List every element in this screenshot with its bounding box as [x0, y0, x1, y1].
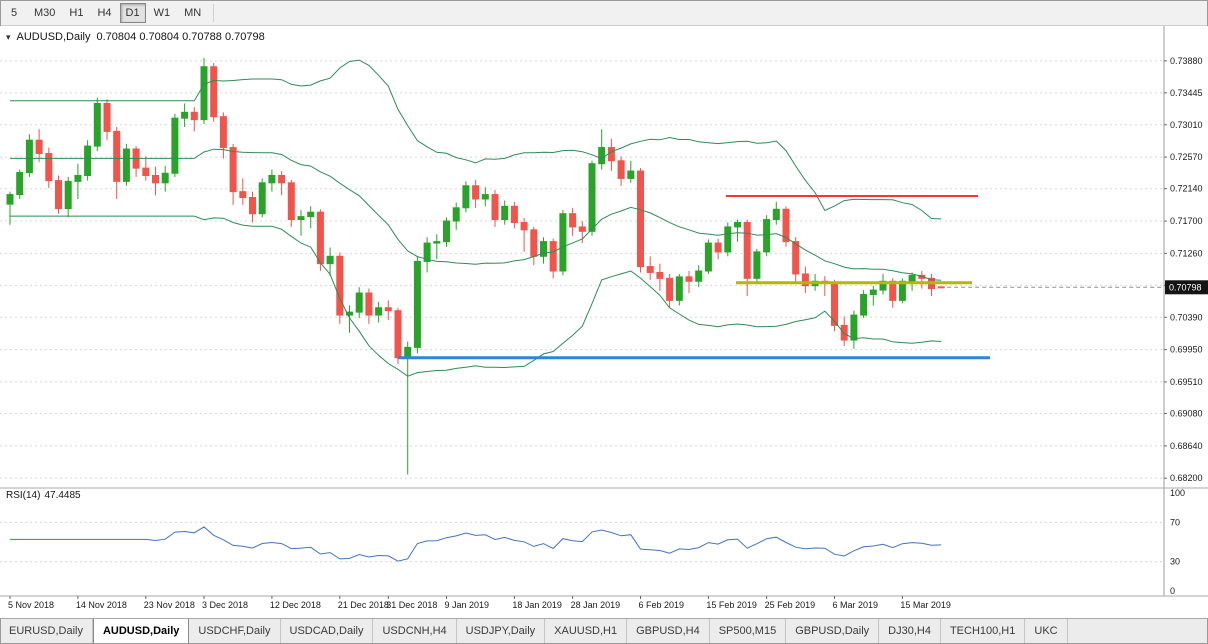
svg-text:0.72570: 0.72570 [1170, 152, 1203, 162]
toolbar-separator [213, 3, 215, 22]
svg-text:14 Nov 2018: 14 Nov 2018 [76, 600, 127, 610]
svg-text:15 Feb 2019: 15 Feb 2019 [706, 600, 757, 610]
svg-text:0.69510: 0.69510 [1170, 377, 1203, 387]
chart-title: ▾ AUDUSD,Daily 0.70804 0.70804 0.70788 0… [6, 31, 265, 43]
current-price-badge: 0.70798 [1165, 280, 1208, 295]
timeframe-m30-button[interactable]: M30 [28, 3, 61, 23]
timeframe-toolbar: 5 M30 H1 H4 D1 W1 MN [0, 0, 1208, 26]
timeframe-d1-button[interactable]: D1 [119, 2, 146, 23]
svg-text:6 Mar 2019: 6 Mar 2019 [833, 600, 879, 610]
svg-text:30: 30 [1170, 557, 1180, 567]
svg-text:3 Dec 2018: 3 Dec 2018 [202, 600, 248, 610]
tab-audusd-daily[interactable]: AUDUSD,Daily [92, 619, 190, 644]
chart-marker-icon: ▾ [6, 31, 11, 42]
grid-layer [0, 60, 1164, 563]
chart-tabs-bar: EURUSD,Daily AUDUSD,Daily USDCHF,Daily U… [0, 618, 1208, 644]
tab-usdcad-daily[interactable]: USDCAD,Daily [281, 619, 374, 644]
svg-text:6 Feb 2019: 6 Feb 2019 [639, 600, 685, 610]
svg-text:100: 100 [1170, 488, 1185, 498]
svg-text:21 Dec 2018: 21 Dec 2018 [338, 600, 389, 610]
time-axis[interactable] [0, 596, 1164, 618]
tab-sp500-m15[interactable]: SP500,M15 [710, 619, 787, 644]
timeframe-mn-button[interactable]: MN [178, 3, 207, 23]
svg-text:0.68200: 0.68200 [1170, 473, 1203, 483]
tab-usdjpy-daily[interactable]: USDJPY,Daily [457, 619, 546, 644]
rsi-indicator-name: RSI(14) [6, 490, 41, 501]
bollinger-layer [10, 59, 942, 377]
svg-text:0.68640: 0.68640 [1170, 441, 1203, 451]
svg-text:0.73010: 0.73010 [1170, 120, 1203, 130]
svg-text:12 Dec 2018: 12 Dec 2018 [270, 600, 321, 610]
svg-text:0.73880: 0.73880 [1170, 56, 1203, 66]
svg-text:23 Nov 2018: 23 Nov 2018 [144, 600, 195, 610]
tab-tech100-h1[interactable]: TECH100,H1 [941, 619, 1026, 644]
svg-text:18 Jan 2019: 18 Jan 2019 [512, 600, 562, 610]
svg-text:0.70390: 0.70390 [1170, 312, 1203, 322]
svg-text:0.69080: 0.69080 [1170, 409, 1203, 419]
tab-eurusd-daily[interactable]: EURUSD,Daily [0, 619, 93, 644]
svg-text:0.71260: 0.71260 [1170, 248, 1203, 258]
svg-text:0.70798: 0.70798 [1169, 282, 1202, 292]
svg-text:9 Jan 2019: 9 Jan 2019 [445, 600, 490, 610]
price-axis[interactable] [1164, 26, 1208, 596]
tab-dj30-h4[interactable]: DJ30,H4 [879, 619, 941, 644]
candles-layer [6, 57, 945, 475]
rsi-indicator-value: 47.4485 [44, 490, 81, 501]
svg-text:28 Jan 2019: 28 Jan 2019 [571, 600, 621, 610]
rsi-layer [10, 526, 942, 562]
svg-text:0.72140: 0.72140 [1170, 184, 1203, 194]
chart-ohlc-values: 0.70804 0.70804 0.70788 0.70798 [96, 31, 265, 43]
svg-text:5 Nov 2018: 5 Nov 2018 [8, 600, 54, 610]
tab-usdcnh-h4[interactable]: USDCNH,H4 [373, 619, 457, 644]
candlestick-chart-canvas[interactable]: 0.73880 0.73445 0.73010 0.72570 0.72140 0.717… [0, 26, 1208, 618]
svg-text:25 Feb 2019: 25 Feb 2019 [765, 600, 816, 610]
timeframe-m5-button[interactable]: 5 [2, 3, 26, 23]
svg-text:70: 70 [1170, 517, 1180, 527]
svg-text:0.71700: 0.71700 [1170, 216, 1203, 226]
tab-gbpusd-daily[interactable]: GBPUSD,Daily [786, 619, 880, 644]
svg-text:0: 0 [1170, 586, 1175, 596]
svg-text:0.69950: 0.69950 [1170, 345, 1203, 355]
timeframe-h4-button[interactable]: H4 [91, 3, 117, 23]
svg-text:0.73445: 0.73445 [1170, 88, 1203, 98]
timeframe-h1-button[interactable]: H1 [63, 3, 89, 23]
axis-layer: 0.73880 0.73445 0.73010 0.72570 0.72140 0.717… [0, 26, 1208, 610]
trendlines-layer[interactable] [398, 195, 1164, 360]
svg-text:31 Dec 2018: 31 Dec 2018 [386, 600, 437, 610]
rsi-indicator-label: RSI(14) 47.4485 [6, 490, 85, 501]
chart-region: 0.73880 0.73445 0.73010 0.72570 0.72140 0.717… [0, 26, 1208, 618]
tab-gbpusd-h4[interactable]: GBPUSD,H4 [627, 619, 710, 644]
timeframe-w1-button[interactable]: W1 [148, 3, 177, 23]
tab-ukc[interactable]: UKC [1025, 619, 1068, 644]
svg-text:15 Mar 2019: 15 Mar 2019 [900, 600, 951, 610]
chart-symbol-period: AUDUSD,Daily [16, 31, 91, 43]
tab-usdchf-daily[interactable]: USDCHF,Daily [189, 619, 281, 644]
tab-xauusd-h1[interactable]: XAUUSD,H1 [545, 619, 628, 644]
